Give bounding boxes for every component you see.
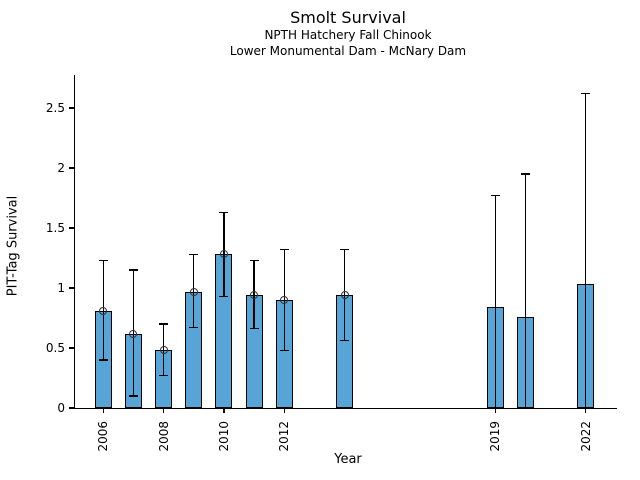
- x-tick-mark: [223, 408, 225, 413]
- point-marker-2012: [280, 296, 289, 304]
- error-bar-2019: [494, 195, 496, 408]
- y-tick-label: 2.5: [45, 101, 65, 115]
- y-tick-mark: [69, 347, 74, 349]
- chart-subtitle-line2: Lower Monumental Dam - McNary Dam: [229, 43, 467, 58]
- point-marker-2006: [99, 306, 108, 315]
- y-tick-label: 0.5: [45, 341, 65, 355]
- error-bar-2022: [585, 93, 587, 408]
- chart-title: Smolt Survival: [290, 8, 406, 27]
- x-tick-mark: [494, 408, 496, 413]
- x-tick-mark: [283, 408, 285, 413]
- error-cap-top-2009: [189, 253, 199, 256]
- x-axis-spine: [74, 408, 617, 410]
- error-cap-top-2020: [520, 173, 530, 175]
- x-axis-label: Year: [334, 452, 362, 467]
- y-tick-label: 0: [57, 401, 65, 415]
- point-marker-2010: [219, 250, 228, 259]
- error-cap-top-2022: [581, 92, 591, 95]
- error-cap-top-2006: [98, 259, 108, 262]
- plot-area: PIT-Tag Survival 0 0.5 1 1.5 2 2.5 2006 2008 201…: [6, 75, 617, 452]
- error-cap-top-2010: [219, 211, 229, 214]
- x-tick-mark: [585, 408, 587, 413]
- error-cap-top-2012: [279, 248, 289, 251]
- error-cap-top-2011: [249, 259, 259, 262]
- chart-subtitle-line1: NPTH Hatchery Fall Chinook: [264, 28, 432, 42]
- error-cap-bottom-2006: [98, 359, 108, 361]
- error-cap-top-2008: [159, 323, 169, 325]
- error-cap-bottom-2012: [279, 349, 289, 352]
- error-cap-bottom-2007: [128, 395, 138, 397]
- point-marker-2007: [129, 329, 138, 338]
- point-marker-2009: [189, 287, 198, 296]
- error-cap-bottom-2008: [159, 374, 169, 377]
- error-cap-top-2007: [128, 269, 138, 271]
- error-bar-2020: [524, 174, 527, 408]
- y-tick-mark: [69, 227, 74, 229]
- error-cap-top-2019: [490, 194, 500, 197]
- point-marker-2014: [340, 291, 349, 300]
- y-tick-label: 1.5: [45, 221, 65, 235]
- y-tick-mark: [69, 107, 74, 109]
- y-axis-spine: [74, 75, 76, 409]
- x-tick-mark: [102, 408, 104, 413]
- point-marker-2011: [250, 291, 259, 300]
- error-cap-bottom-2014: [340, 340, 349, 342]
- y-tick-mark: [69, 167, 74, 169]
- x-tick-mark: [162, 408, 165, 413]
- error-cap-bottom-2009: [189, 326, 199, 329]
- error-cap-top-2014: [340, 248, 349, 251]
- error-cap-bottom-2010: [219, 295, 229, 298]
- y-tick-label: 2: [57, 161, 65, 175]
- point-marker-2008: [159, 346, 168, 355]
- error-cap-bottom-2011: [249, 328, 259, 330]
- title-block: Smolt Survival NPTH Hatchery Fall Chinoo…: [75, 8, 621, 59]
- y-tick-label: 1: [57, 281, 65, 295]
- y-tick-mark: [69, 407, 74, 409]
- y-tick-mark: [69, 287, 74, 289]
